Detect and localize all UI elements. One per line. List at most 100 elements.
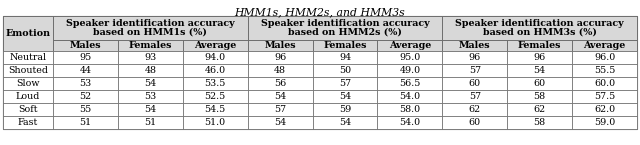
Bar	[442, 40, 508, 51]
Bar	[248, 64, 312, 77]
Bar	[248, 40, 312, 51]
Text: 54: 54	[274, 118, 286, 127]
Text: 54: 54	[534, 66, 546, 75]
Bar	[442, 116, 508, 129]
Bar	[248, 90, 312, 103]
Bar	[442, 16, 637, 40]
Text: 48: 48	[145, 66, 156, 75]
Bar	[183, 90, 248, 103]
Bar	[183, 116, 248, 129]
Text: Shouted: Shouted	[8, 66, 48, 75]
Bar	[378, 103, 442, 116]
Bar	[312, 51, 378, 64]
Text: 59.0: 59.0	[594, 118, 615, 127]
Text: Males: Males	[70, 41, 101, 50]
Text: 56: 56	[274, 79, 286, 88]
Text: 52.5: 52.5	[205, 92, 226, 101]
Bar	[508, 90, 572, 103]
Text: Males: Males	[264, 41, 296, 50]
Bar	[118, 64, 183, 77]
Text: Average: Average	[388, 41, 431, 50]
Text: 60: 60	[468, 118, 481, 127]
Bar	[442, 64, 508, 77]
Text: 51: 51	[144, 118, 156, 127]
Bar	[508, 103, 572, 116]
Bar	[183, 64, 248, 77]
Bar	[248, 16, 442, 40]
Bar	[378, 40, 442, 51]
Text: 96: 96	[274, 53, 286, 62]
Bar	[312, 90, 378, 103]
Text: 94.0: 94.0	[205, 53, 226, 62]
Text: Average: Average	[194, 41, 236, 50]
Bar	[53, 51, 118, 64]
Bar	[572, 90, 637, 103]
Bar	[312, 40, 378, 51]
Text: Emotion: Emotion	[6, 29, 51, 38]
Text: 62: 62	[468, 105, 481, 114]
Bar	[378, 51, 442, 64]
Bar	[118, 40, 183, 51]
Bar	[3, 77, 53, 90]
Bar	[118, 116, 183, 129]
Text: 54.0: 54.0	[399, 92, 420, 101]
Text: 59: 59	[339, 105, 351, 114]
Text: 53.5: 53.5	[205, 79, 226, 88]
Text: 93: 93	[144, 53, 156, 62]
Text: 58: 58	[534, 92, 546, 101]
Text: 53: 53	[144, 92, 156, 101]
Text: Speaker identification accuracy: Speaker identification accuracy	[66, 19, 235, 29]
Text: Females: Females	[518, 41, 561, 50]
Bar	[378, 77, 442, 90]
Text: 54: 54	[274, 92, 286, 101]
Bar	[53, 40, 118, 51]
Bar	[572, 64, 637, 77]
Bar	[3, 90, 53, 103]
Bar	[572, 103, 637, 116]
Bar	[442, 51, 508, 64]
Text: 55: 55	[79, 105, 92, 114]
Text: 95: 95	[79, 53, 92, 62]
Bar	[508, 77, 572, 90]
Text: 54: 54	[144, 79, 156, 88]
Text: 60.0: 60.0	[594, 79, 615, 88]
Bar	[442, 90, 508, 103]
Text: 94: 94	[339, 53, 351, 62]
Text: 48: 48	[274, 66, 286, 75]
Bar	[53, 64, 118, 77]
Bar	[183, 103, 248, 116]
Text: 62: 62	[534, 105, 546, 114]
Text: 57.5: 57.5	[594, 92, 615, 101]
Bar	[378, 64, 442, 77]
Bar	[312, 77, 378, 90]
Text: Speaker identification accuracy: Speaker identification accuracy	[455, 19, 624, 29]
Text: 46.0: 46.0	[205, 66, 226, 75]
Bar	[53, 90, 118, 103]
Text: 44: 44	[79, 66, 92, 75]
Text: Loud: Loud	[16, 92, 40, 101]
Text: based on HMM2s (%): based on HMM2s (%)	[288, 28, 402, 37]
Text: 62.0: 62.0	[594, 105, 615, 114]
Bar	[3, 51, 53, 64]
Text: 54.5: 54.5	[205, 105, 226, 114]
Text: 56.5: 56.5	[399, 79, 420, 88]
Bar	[118, 103, 183, 116]
Text: HMM1s, HMM2s, and HMM3s: HMM1s, HMM2s, and HMM3s	[235, 7, 405, 17]
Bar	[312, 103, 378, 116]
Text: 53: 53	[79, 79, 92, 88]
Bar	[508, 116, 572, 129]
Text: 55.5: 55.5	[594, 66, 615, 75]
Bar	[312, 116, 378, 129]
Text: Fast: Fast	[18, 118, 38, 127]
Text: 58.0: 58.0	[399, 105, 420, 114]
Bar	[378, 116, 442, 129]
Text: based on HMM1s (%): based on HMM1s (%)	[93, 28, 207, 37]
Text: 96: 96	[534, 53, 546, 62]
Text: Soft: Soft	[19, 105, 38, 114]
Text: Females: Females	[129, 41, 172, 50]
Bar	[508, 40, 572, 51]
Bar	[248, 51, 312, 64]
Text: 57: 57	[468, 66, 481, 75]
Text: 60: 60	[534, 79, 546, 88]
Text: 49.0: 49.0	[399, 66, 420, 75]
